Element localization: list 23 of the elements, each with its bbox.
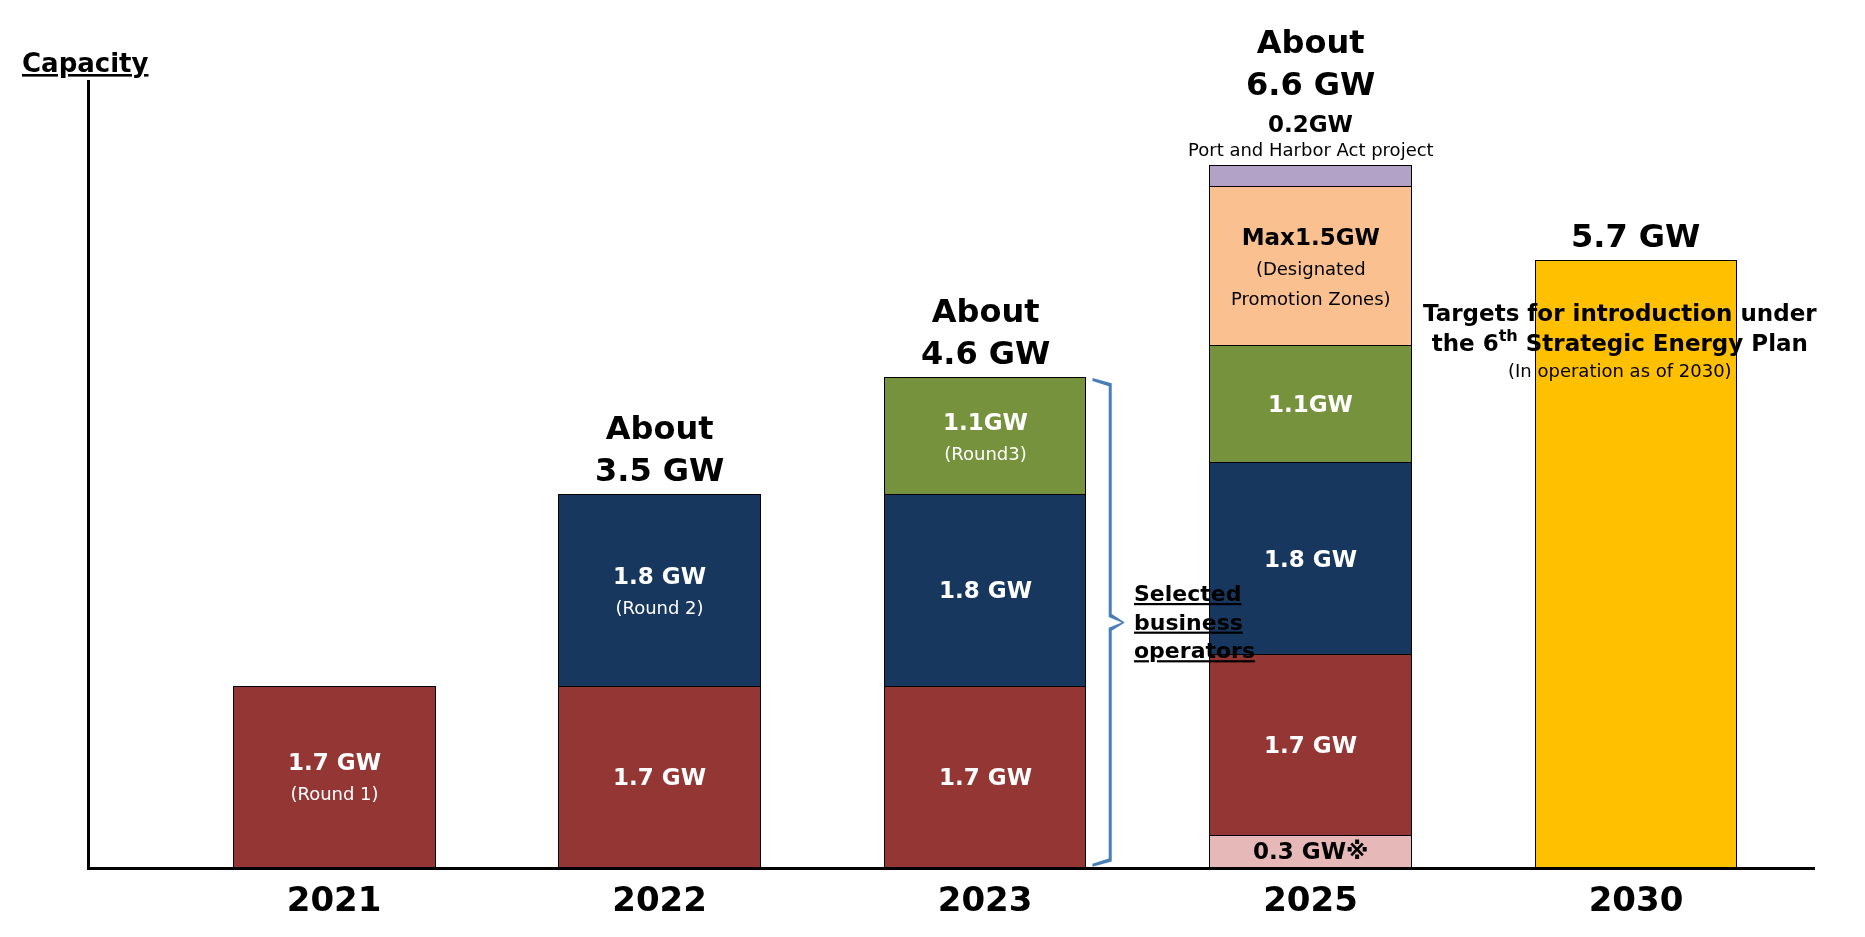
data-label: 1.8 GW (Round 2) [613,563,706,618]
data-label: 1.7 GW [613,764,706,790]
x-tick-label: 2022 [612,878,707,919]
y-axis-title: Capacity [22,48,149,78]
total-label: 5.7 GW [1571,217,1701,255]
x-tick-label: 2021 [286,878,382,919]
data-label: 1.7 GW [939,764,1032,790]
x-tick-label: 2025 [1263,878,1358,919]
total-label: About 3.5 GW [595,409,725,489]
annotation: (In operation as of 2030) [1508,360,1732,381]
data-label: 1.7 GW (Round 1) [288,749,381,804]
data-label: 1.1GW (Round3) [943,409,1028,464]
total-label: About 6.6 GW [1246,23,1376,103]
total-label: About 4.6 GW [921,292,1051,372]
x-tick-label: 2030 [1588,878,1684,919]
x-tick-label: 2023 [937,878,1033,919]
data-label: 1.8 GW [1264,546,1357,572]
data-label: Max1.5GW (Designated Promotion Zones) [1231,224,1391,309]
data-label: 0.2GW Port and Harbor Act project [1188,111,1434,160]
data-label: 1.1GW [1268,391,1353,417]
data-label: 1.7 GW [1264,732,1357,758]
data-label: 0.3 GW※ [1253,838,1369,864]
data-label: 1.8 GW [939,577,1032,603]
